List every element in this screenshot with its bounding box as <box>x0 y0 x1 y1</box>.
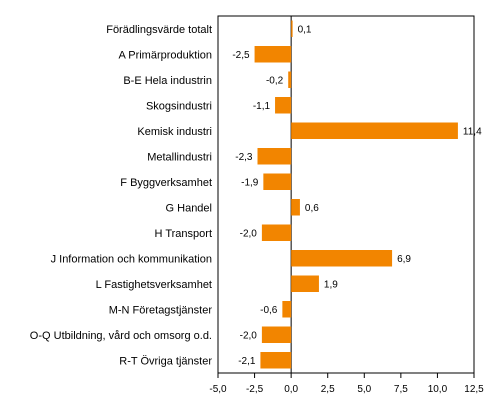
category-label: M-N Företagstjänster <box>109 304 213 316</box>
category-label: Metallindustri <box>147 151 212 163</box>
bar <box>291 122 458 139</box>
bar <box>288 71 292 88</box>
data-label: 6,9 <box>397 254 411 265</box>
category-labels: Förädlingsvärde totalt A Primärproduktion… <box>30 24 213 368</box>
category-label: R-T Övriga tjänster <box>119 355 212 367</box>
bars <box>254 20 458 369</box>
data-label: -2,0 <box>240 228 258 239</box>
data-label: -2,5 <box>232 50 250 61</box>
bar <box>260 352 292 369</box>
category-label: L Fastighetsverksamhet <box>96 279 212 291</box>
bar <box>263 173 292 190</box>
x-tick-label: -2,5 <box>246 384 264 395</box>
bar <box>261 224 292 241</box>
data-label: -2,1 <box>238 356 256 367</box>
x-tick-label: 10,0 <box>428 384 448 395</box>
x-tick-label: 12,5 <box>464 384 484 395</box>
bar <box>275 97 292 114</box>
category-label: J Information och kommunikation <box>51 253 212 265</box>
plot-frame <box>217 15 475 374</box>
category-label: A Primärproduktion <box>118 49 212 61</box>
data-label: -2,0 <box>240 330 258 341</box>
plot-area-border <box>217 15 475 374</box>
data-label: -0,6 <box>260 305 278 316</box>
data-label: -1,9 <box>241 177 259 188</box>
data-label: 1,9 <box>324 279 338 290</box>
bar <box>254 46 292 63</box>
x-tick-label: 7,5 <box>394 384 408 395</box>
value-labels: 0,1 -2,5 -0,2 -1,1 11,4 -2,3 -1,9 0,6 -2,0 6,9 1,9… <box>232 24 482 367</box>
x-tick-label: 2,5 <box>321 384 335 395</box>
category-label: B-E Hela industrin <box>123 75 212 87</box>
bar <box>291 275 319 292</box>
category-label: Skogsindustri <box>146 100 212 112</box>
bar <box>291 20 293 37</box>
category-label: Kemisk industri <box>137 126 212 138</box>
bar <box>291 250 393 267</box>
bar <box>257 148 292 165</box>
category-label: O-Q Utbildning, vård och omsorg o.d. <box>30 330 212 342</box>
x-tick-label: 5,0 <box>357 384 371 395</box>
data-label: 11,4 <box>463 126 482 137</box>
category-label: H Transport <box>155 228 212 240</box>
bar <box>291 199 300 216</box>
data-label: 0,6 <box>305 203 319 214</box>
x-tick-label: -5,0 <box>209 384 227 395</box>
bar <box>261 326 292 343</box>
data-label: -2,3 <box>235 152 253 163</box>
bar <box>282 301 292 318</box>
category-label: G Handel <box>166 202 212 214</box>
data-label: 0,1 <box>298 24 312 35</box>
data-label: -1,1 <box>253 101 271 112</box>
data-label: -0,2 <box>266 75 284 86</box>
x-axis: -5,0 -2,5 0,0 2,5 5,0 7,5 10,0 12,5 <box>209 373 484 395</box>
category-label: F Byggverksamhet <box>120 177 212 189</box>
category-label: Förädlingsvärde totalt <box>106 24 212 36</box>
x-tick-label: 0,0 <box>284 384 298 395</box>
